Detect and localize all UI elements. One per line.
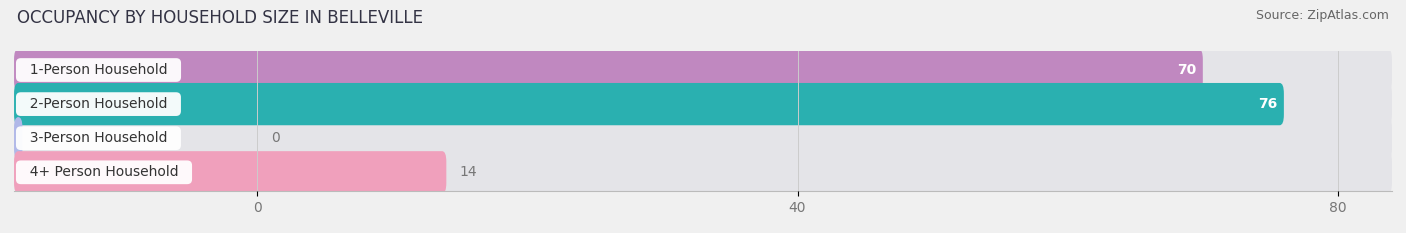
FancyBboxPatch shape bbox=[14, 151, 1392, 193]
FancyBboxPatch shape bbox=[14, 83, 1392, 125]
Text: 14: 14 bbox=[460, 165, 478, 179]
FancyBboxPatch shape bbox=[14, 117, 22, 159]
FancyBboxPatch shape bbox=[14, 117, 1392, 159]
Text: 2-Person Household: 2-Person Household bbox=[21, 97, 176, 111]
Text: 76: 76 bbox=[1258, 97, 1277, 111]
Text: Source: ZipAtlas.com: Source: ZipAtlas.com bbox=[1256, 9, 1389, 22]
Text: 4+ Person Household: 4+ Person Household bbox=[21, 165, 187, 179]
Text: 0: 0 bbox=[271, 131, 280, 145]
FancyBboxPatch shape bbox=[14, 49, 1202, 91]
FancyBboxPatch shape bbox=[14, 49, 1392, 91]
Text: 3-Person Household: 3-Person Household bbox=[21, 131, 176, 145]
Text: 70: 70 bbox=[1177, 63, 1197, 77]
Text: OCCUPANCY BY HOUSEHOLD SIZE IN BELLEVILLE: OCCUPANCY BY HOUSEHOLD SIZE IN BELLEVILL… bbox=[17, 9, 423, 27]
FancyBboxPatch shape bbox=[14, 151, 446, 193]
FancyBboxPatch shape bbox=[14, 83, 1284, 125]
Text: 1-Person Household: 1-Person Household bbox=[21, 63, 176, 77]
